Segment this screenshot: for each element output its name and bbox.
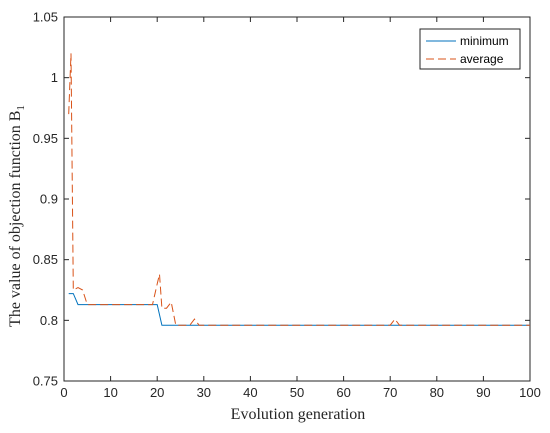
y-tick-label: 0.95 (33, 131, 58, 146)
y-axis-title-main: The value of objection function B (7, 111, 24, 327)
x-tick-label: 40 (243, 385, 257, 400)
series-lines (68, 53, 530, 326)
y-tick-label: 1 (51, 70, 58, 85)
legend-label-minimum: minimum (460, 34, 509, 48)
x-tick-label: 30 (197, 385, 211, 400)
x-tick-label: 50 (290, 385, 304, 400)
legend: minimum average (419, 28, 521, 70)
plot-frame (63, 16, 531, 382)
legend-box (419, 28, 521, 70)
y-tick-label: 0.9 (40, 192, 58, 207)
x-tick-label: 70 (383, 385, 397, 400)
y-tick-label: 0.85 (33, 252, 58, 267)
x-tick-label: 20 (150, 385, 164, 400)
x-axis-title: Evolution generation (231, 406, 366, 423)
x-tick-label: 80 (430, 385, 444, 400)
series-line-average (68, 53, 530, 326)
x-tick-label: 60 (336, 385, 350, 400)
x-tick-label: 100 (519, 385, 541, 400)
legend-label-average: average (460, 52, 504, 66)
x-tick-label: 10 (103, 385, 117, 400)
y-axis-title: The value of objection function B1 (7, 105, 27, 327)
x-tick-label: 90 (476, 385, 490, 400)
tick-labels: 0 10 20 30 40 50 60 70 80 90 100 0.75 0.8 0.85 0.9 0.95… (33, 10, 541, 401)
y-axis-title-subscript: 1 (15, 105, 27, 111)
y-tick-label: 1.05 (33, 10, 58, 25)
y-tick-label: 0.8 (40, 313, 58, 328)
x-tick-label: 0 (60, 385, 67, 400)
y-tick-label: 0.75 (33, 374, 58, 389)
axes (63, 16, 531, 382)
